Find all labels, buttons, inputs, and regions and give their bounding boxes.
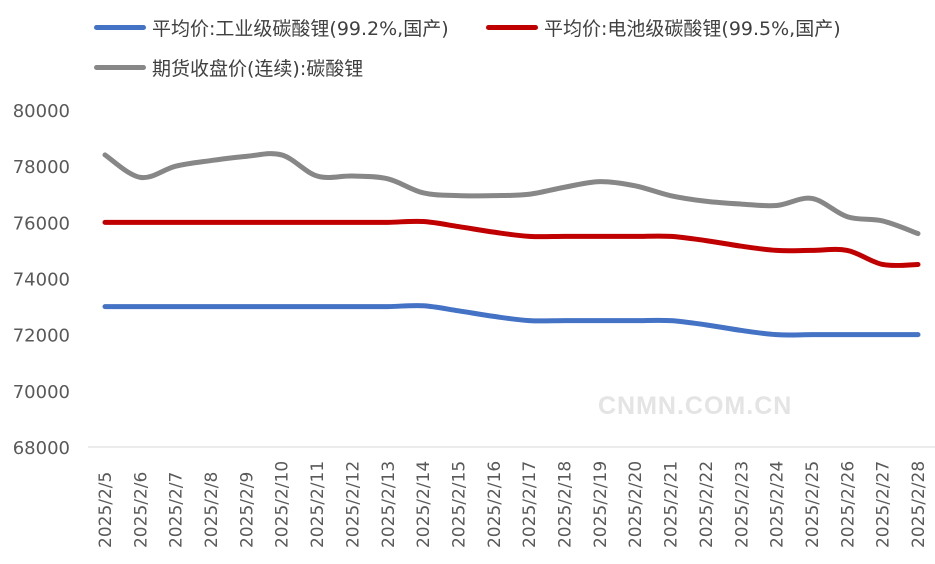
y-tick-label: 80000 xyxy=(13,101,70,122)
x-tick-label: 2025/2/12 xyxy=(343,461,363,548)
legend-swatch xyxy=(94,25,146,30)
x-tick-label: 2025/2/13 xyxy=(379,461,399,548)
x-tick-label: 2025/2/5 xyxy=(96,472,116,548)
x-tick-label: 2025/2/16 xyxy=(485,461,505,548)
y-tick-label: 70000 xyxy=(13,382,70,403)
legend-label: 平均价:电池级碳酸锂(99.5%,国产) xyxy=(544,18,841,40)
y-tick-label: 74000 xyxy=(13,270,70,291)
series-line-1 xyxy=(102,218,921,269)
legend-item-futures: 期货收盘价(连续):碳酸锂 xyxy=(94,54,363,81)
legend-label: 平均价:工业级碳酸锂(99.2%,国产) xyxy=(152,18,449,40)
legend-item-battery: 平均价:电池级碳酸锂(99.5%,国产) xyxy=(486,14,841,41)
y-tick-label: 68000 xyxy=(13,438,70,459)
x-tick-label: 2025/2/6 xyxy=(131,472,151,548)
x-tick-label: 2025/2/10 xyxy=(273,461,293,548)
x-tick-label: 2025/2/27 xyxy=(874,461,894,548)
x-tick-label: 2025/2/22 xyxy=(697,461,717,548)
x-tick-label: 2025/2/8 xyxy=(202,472,222,548)
y-tick-label: 72000 xyxy=(13,326,70,347)
legend-swatch xyxy=(94,65,146,70)
legend-label: 期货收盘价(连续):碳酸锂 xyxy=(152,58,364,80)
x-tick-label: 2025/2/25 xyxy=(803,461,823,548)
y-tick-label: 76000 xyxy=(13,213,70,234)
legend-item-industrial: 平均价:工业级碳酸锂(99.2%,国产) xyxy=(94,14,449,41)
x-tick-label: 2025/2/23 xyxy=(732,461,752,548)
x-tick-label: 2025/2/9 xyxy=(237,472,257,548)
x-tick-label: 2025/2/14 xyxy=(414,461,434,548)
series-line-2 xyxy=(102,151,921,237)
x-tick-label: 2025/2/11 xyxy=(308,461,328,548)
x-tick-label: 2025/2/18 xyxy=(556,461,576,548)
x-tick-label: 2025/2/28 xyxy=(909,461,929,548)
x-tick-label: 2025/2/21 xyxy=(662,461,682,548)
legend-swatch xyxy=(486,25,538,30)
watermark: CNMN.COM.CN xyxy=(598,392,793,420)
x-tick-label: 2025/2/19 xyxy=(591,461,611,548)
y-tick-label: 78000 xyxy=(13,157,70,178)
x-tick-label: 2025/2/20 xyxy=(626,461,646,548)
x-tick-label: 2025/2/26 xyxy=(838,461,858,548)
x-tick-label: 2025/2/17 xyxy=(520,461,540,548)
x-tick-label: 2025/2/7 xyxy=(167,472,187,548)
x-tick-label: 2025/2/15 xyxy=(449,461,469,548)
series-line-0 xyxy=(102,303,921,338)
x-tick-label: 2025/2/24 xyxy=(768,461,788,548)
